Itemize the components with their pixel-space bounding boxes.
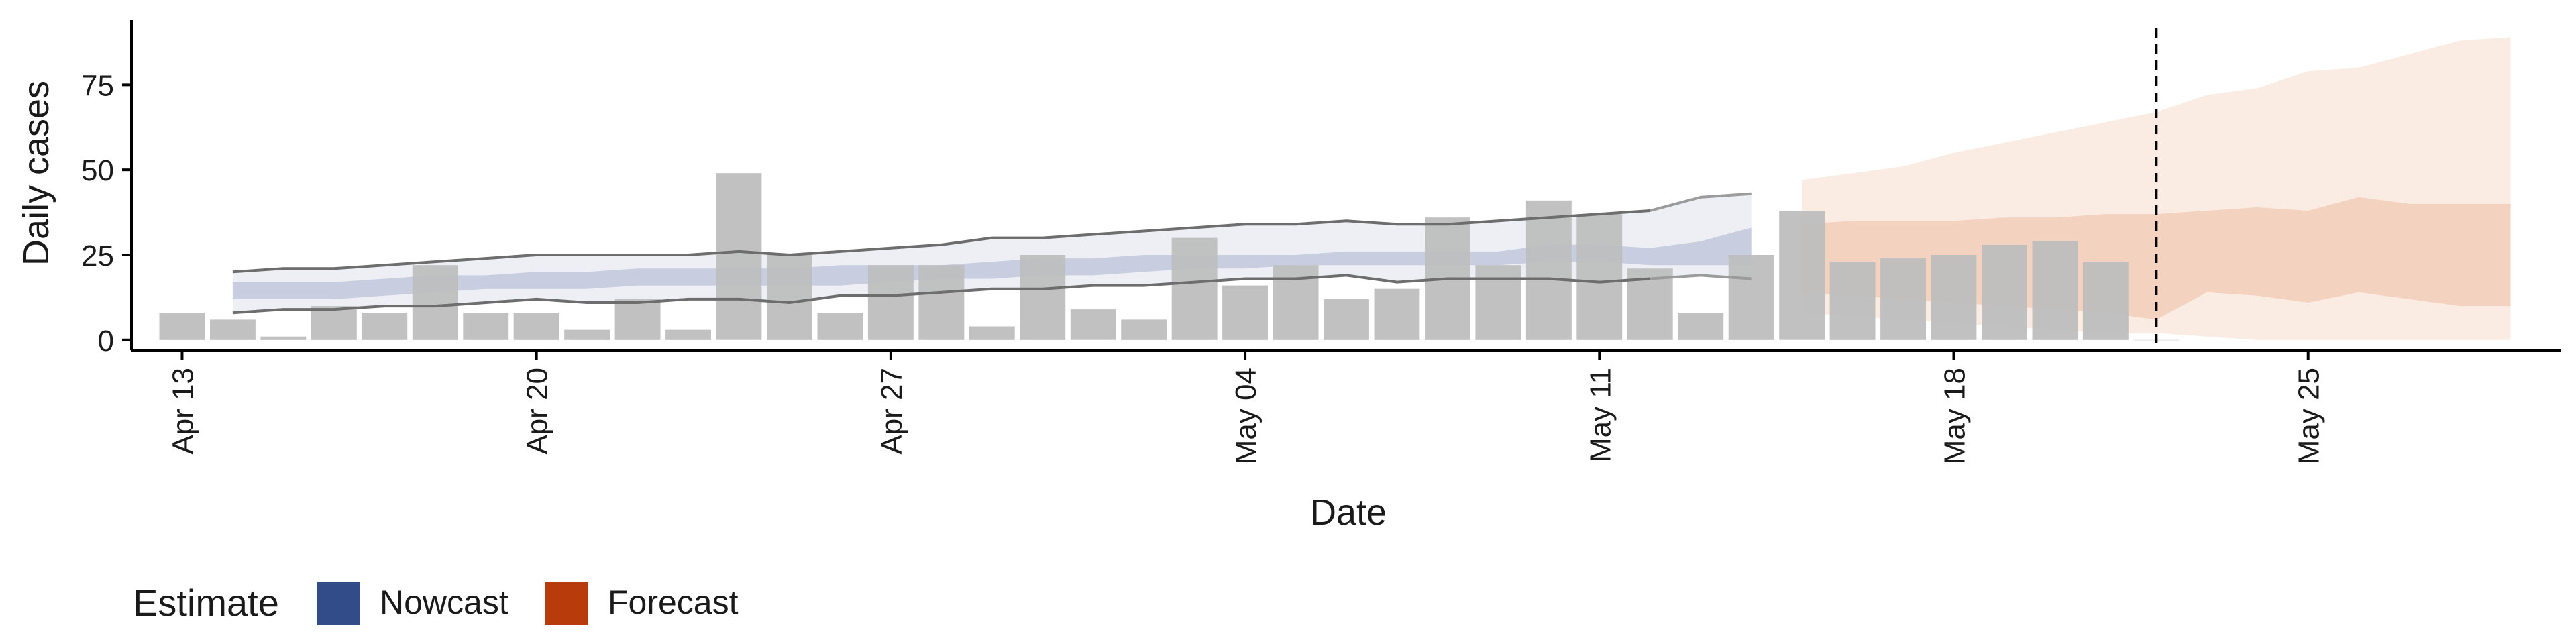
bar-2020-05-10 <box>1525 200 1572 340</box>
bar-2020-04-18 <box>412 265 458 340</box>
legend: Estimate Nowcast Forecast <box>133 582 739 625</box>
legend-title: Estimate <box>133 582 279 624</box>
x-axis-title: Date <box>1310 492 1387 533</box>
y-tick-label-25: 25 <box>81 239 114 272</box>
bar-2020-05-03 <box>1171 237 1218 340</box>
bar-2020-04-20 <box>513 313 559 340</box>
bar-2020-05-01 <box>1070 309 1116 340</box>
x-tick-label-5: May 18 <box>1939 368 1972 464</box>
bar-2020-05-13 <box>1678 313 1724 340</box>
bar-2020-04-25 <box>767 255 812 340</box>
bar-2020-04-26 <box>817 313 863 340</box>
bar-2020-04-16 <box>311 306 357 340</box>
y-tick-label-75: 75 <box>81 69 114 102</box>
bar-2020-04-13 <box>159 313 205 340</box>
forecast-band-90 <box>1802 37 2511 340</box>
y-axis-title: Daily cases <box>16 80 56 266</box>
legend-label-forecast: Forecast <box>608 584 739 621</box>
bar-2020-05-04 <box>1222 285 1268 340</box>
bar-2020-05-11 <box>1576 214 1623 340</box>
bar-2020-05-16 <box>1829 262 1876 340</box>
bar-2020-05-19 <box>1982 244 2027 340</box>
nowcast-lower-line-recent <box>1650 274 1752 280</box>
bar-2020-04-21 <box>564 329 610 340</box>
bar-2020-05-02 <box>1121 319 1167 340</box>
y-tick-label-50: 50 <box>81 154 114 187</box>
bar-2020-04-24 <box>716 173 762 340</box>
x-tick-label-4: May 11 <box>1584 368 1617 462</box>
bar-2020-05-09 <box>1475 265 1521 340</box>
bar-2020-04-28 <box>918 265 965 340</box>
y-tick-label-0: 0 <box>98 325 114 358</box>
bar-2020-05-20 <box>2032 241 2078 340</box>
nowcast-lower-line <box>232 274 1650 315</box>
bar-2020-04-22 <box>614 299 661 340</box>
quantile-lines <box>232 28 2158 350</box>
bar-2020-04-14 <box>210 319 256 340</box>
nowcast-upper-line-recent <box>1650 192 1752 212</box>
bar-2020-05-07 <box>1374 288 1420 340</box>
bar-2020-05-14 <box>1728 255 1774 340</box>
nowcast-upper-line <box>232 209 1650 274</box>
bar-2020-04-27 <box>867 265 914 340</box>
estimate-bands <box>232 37 2511 340</box>
bar-2020-05-18 <box>1931 255 1977 340</box>
bar-2020-04-29 <box>969 326 1015 340</box>
legend-label-nowcast: Nowcast <box>380 584 508 621</box>
bar-2020-05-21 <box>2082 262 2129 340</box>
axes: 0 25 50 75 Apr 13 Apr 20 Apr 27 May 04 May 11 May… <box>81 20 2561 464</box>
x-tick-label-3: May 04 <box>1230 368 1263 464</box>
bar-2020-04-30 <box>1020 255 1066 340</box>
x-tick-label-6: May 25 <box>2293 368 2326 464</box>
bar-2020-04-19 <box>463 313 509 340</box>
nowcast-band-50 <box>232 227 1752 299</box>
x-tick-label-1: Apr 20 <box>521 368 554 455</box>
bar-2020-04-17 <box>362 313 408 340</box>
legend-swatch-nowcast <box>317 582 360 625</box>
legend-swatch-forecast <box>545 582 588 625</box>
bar-2020-05-17 <box>1880 258 1926 340</box>
bar-2020-05-15 <box>1779 211 1825 340</box>
x-tick-label-2: Apr 27 <box>875 368 908 455</box>
bar-2020-05-06 <box>1324 299 1369 340</box>
x-tick-label-0: Apr 13 <box>167 368 200 455</box>
bar-2020-04-15 <box>260 336 307 340</box>
bar-2020-04-23 <box>665 329 711 340</box>
